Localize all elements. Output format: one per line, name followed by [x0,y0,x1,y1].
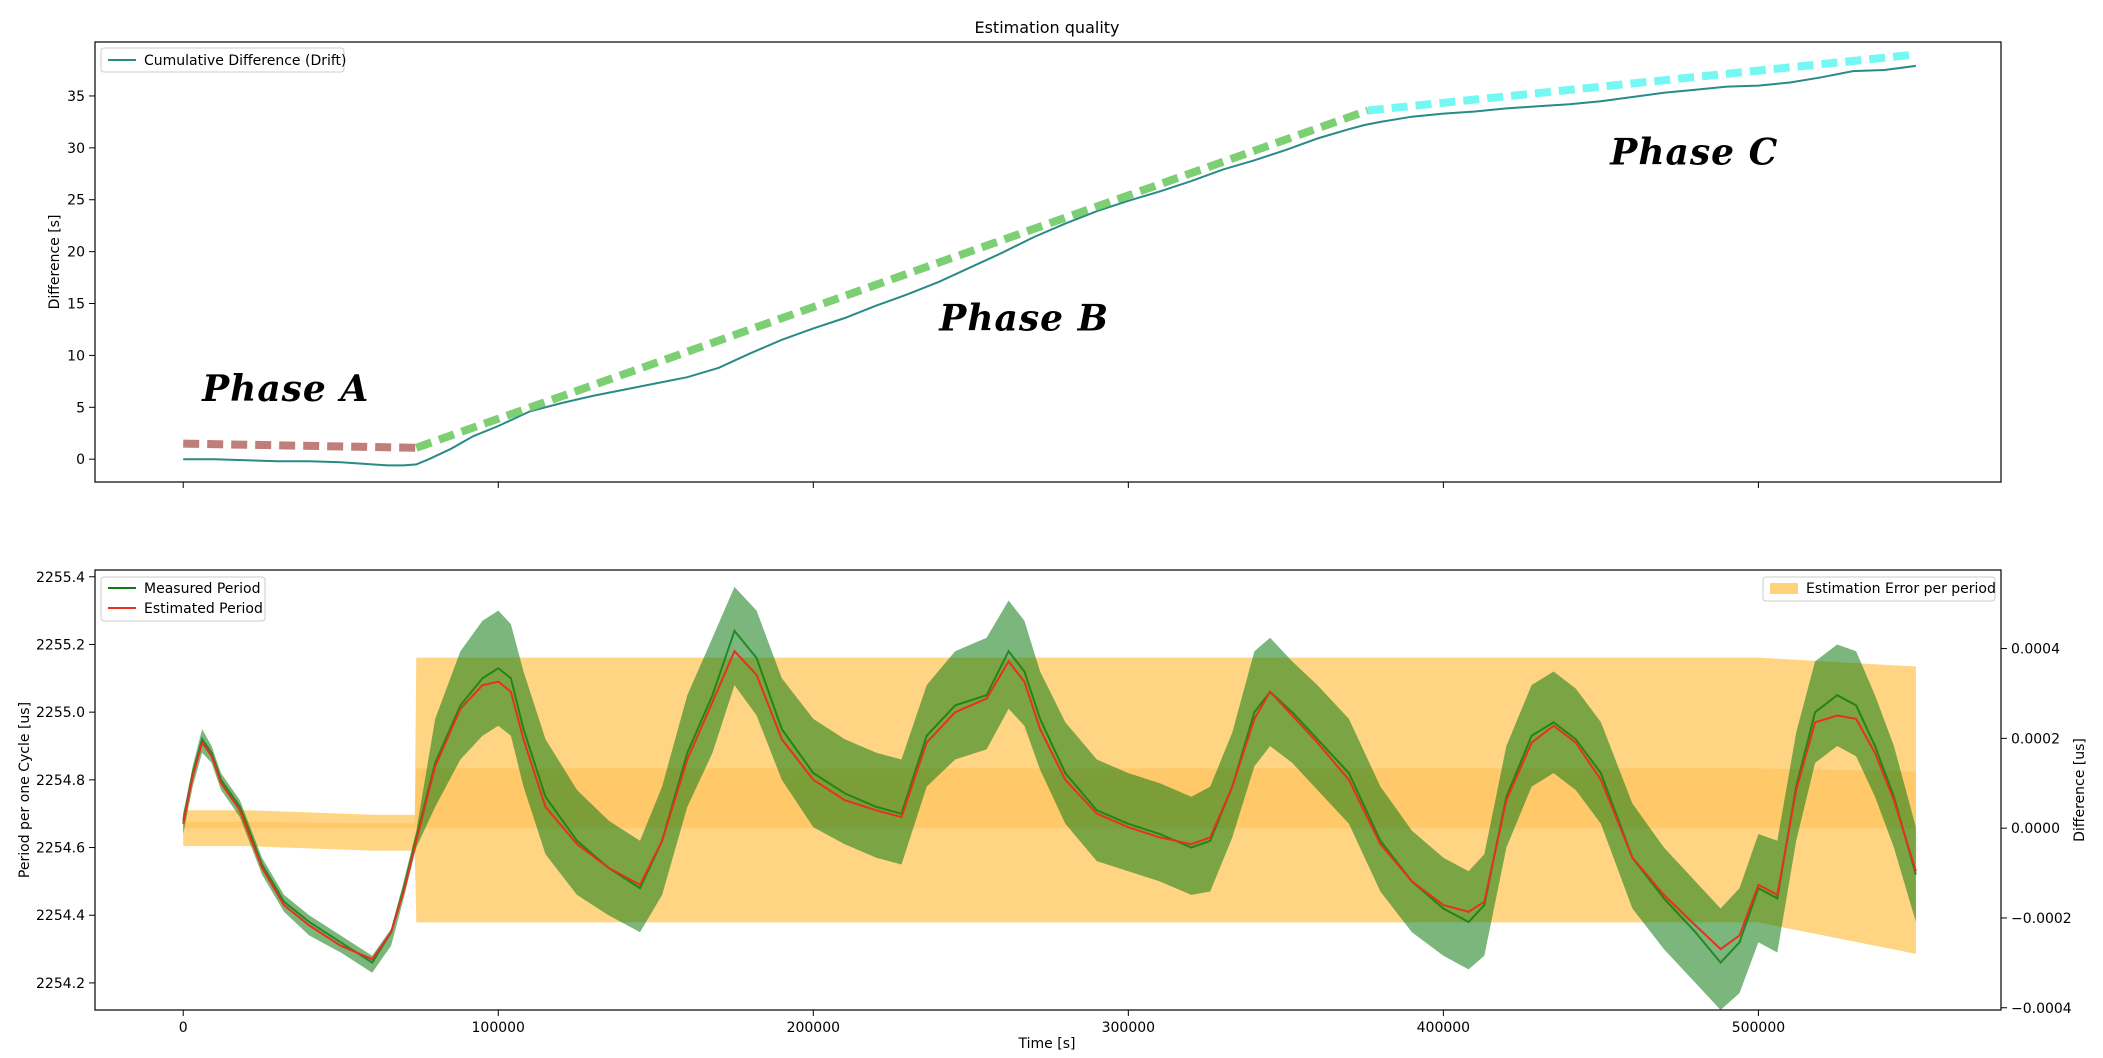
period-y-tick-label-2: 2254.6 [36,841,85,857]
x-tick-label-2: 200000 [787,1020,840,1036]
error-y-tick-label-3: 0.0002 [2011,731,2060,747]
period-y-tick-label-5: 2255.2 [36,637,85,653]
phase-label-2: Phase B [938,298,1109,340]
error-legend-box [1762,576,1996,602]
drift-y-tick-label-7: 35 [67,89,85,105]
phase-annotations: Phase A Phase B Phase C [201,132,1778,411]
drift-y-tick-label-6: 30 [67,141,85,157]
chart-title: Estimation quality [974,18,1119,37]
x-tick-label-5: 500000 [1732,1020,1785,1036]
drift-y-tick-label-1: 5 [76,400,85,416]
estimation-error-core [183,768,1916,829]
error-y-axis-label: Difference [us] [2072,738,2088,842]
phase-a-line [183,439,417,452]
measured-legend-label: Measured Period [144,581,261,597]
drift-panel: Estimation quality Phase A Phase B Phase C… [47,18,2002,488]
error-legend-swatch [1770,583,1798,594]
error-legend-label: Estimation Error per period [1806,581,1996,597]
drift-legend-label: Cumulative Difference (Drift) [144,53,347,69]
period-y-tick-label-6: 2255.4 [36,570,85,586]
period-y-tick-label-4: 2255.0 [36,705,85,721]
period-y-tick-label-1: 2254.4 [36,908,85,924]
x-axis-label: Time [s] [1018,1036,1076,1052]
error-y-tick-label-2: 0.0000 [2011,821,2060,837]
drift-y-tick-label-4: 20 [67,245,85,261]
drift-plot-frame [94,41,2002,483]
estimated-legend-label: Estimated Period [144,601,263,617]
drift-y-axis-label: Difference [s] [47,215,63,310]
drift-y-tick-label-5: 25 [67,193,85,209]
period-legend: Measured Period Estimated Period [100,576,266,622]
period-y-axis-label: Period per one Cycle [us] [17,702,33,878]
drift-y-tick-label-0: 0 [76,452,85,468]
measured-period-band [183,586,1916,1010]
period-y-ticks: 2254.2 2254.4 2254.6 2254.8 2255.0 2255.2 2255… [36,570,95,992]
phase-label-3: Phase C [1609,132,1778,174]
phase-c-line [1367,50,1917,115]
drift-y-tick-label-3: 15 [67,297,85,313]
period-legend-box [100,576,266,622]
error-y-tick-label-4: 0.0004 [2011,642,2060,658]
estimated-period-line [182,649,1917,961]
drift-y-tick-label-2: 10 [67,348,85,364]
drift-y-ticks: 0 5 10 15 20 25 30 35 [67,89,95,468]
period-y-tick-label-3: 2254.8 [36,773,85,789]
x-tick-label-4: 400000 [1417,1020,1470,1036]
period-plot-frame [94,569,2002,1011]
drift-legend: Cumulative Difference (Drift) [100,47,347,73]
x-tick-label-3: 300000 [1102,1020,1155,1036]
period-series-layer [182,586,1917,1010]
period-panel: 0 100000 200000 300000 400000 500000 2254.222… [17,569,2088,1052]
error-y-tick-label-0: −0.0004 [2011,1001,2072,1017]
error-y-tick-label-1: −0.0002 [2011,911,2072,927]
period-y-tick-label-0: 2254.2 [36,976,85,992]
error-y-ticks: −0.0004 −0.0002 0.0000 0.0002 0.0004 [2001,642,2072,1017]
cumulative-difference-drift-line [183,64,1917,467]
phase-label-1: Phase A [201,368,369,410]
phase-b-line [414,106,1370,452]
error-legend: Estimation Error per period [1762,576,1996,602]
drift-legend-box [100,47,345,73]
period-x-ticks: 0 100000 200000 300000 400000 500000 [179,1010,1785,1036]
x-tick-label-0: 0 [179,1020,188,1036]
drift-series-layer [183,50,1917,467]
drift-x-ticks [182,482,1759,488]
x-tick-label-1: 100000 [472,1020,525,1036]
